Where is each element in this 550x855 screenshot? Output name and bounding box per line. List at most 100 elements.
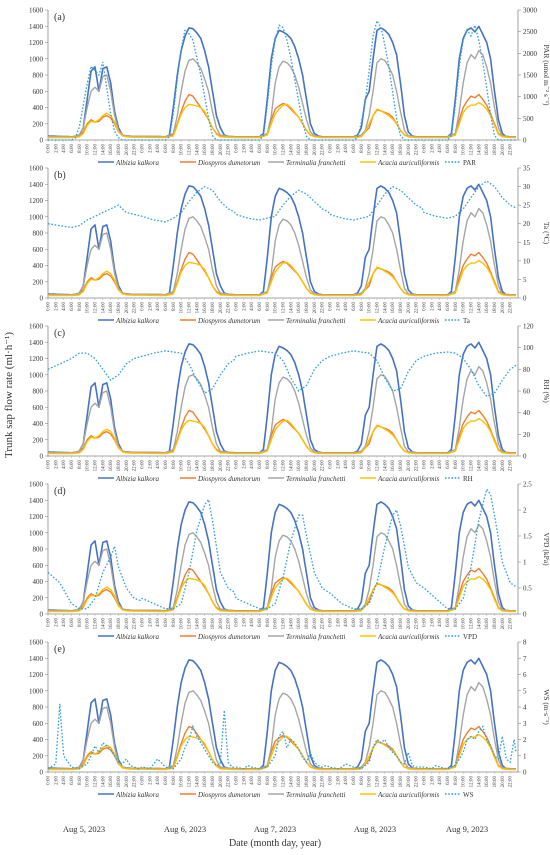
left-tick-label: 200 <box>33 436 44 444</box>
x-tick-label: 6:00 <box>164 776 169 785</box>
left-tick-label: 600 <box>33 562 44 570</box>
x-tick-label: 8:00 <box>78 302 83 311</box>
x-tick-label: 12:00 <box>282 776 287 788</box>
x-tick-label: 0:00 <box>329 776 334 785</box>
x-tick-label: 14:00 <box>383 144 388 156</box>
x-tick-label: 2:00 <box>54 618 59 627</box>
x-tick-label: 12:00 <box>188 776 193 788</box>
x-tick-label: 10:00 <box>180 460 185 472</box>
x-tick-label: 0:00 <box>141 618 146 627</box>
x-tick-label: 20:00 <box>125 460 130 472</box>
x-tick-label: 14:00 <box>289 776 294 788</box>
x-tick-label: 10:00 <box>274 144 279 156</box>
right-tick-label: 2000 <box>523 50 538 58</box>
x-tick-label: 20:00 <box>501 460 506 472</box>
x-tick-label: 18:00 <box>305 618 310 630</box>
right-tick-label: 2500 <box>523 28 538 36</box>
x-tick-label: 4:00 <box>156 776 161 785</box>
right-tick-label: 60 <box>523 388 531 396</box>
x-tick-label: 18:00 <box>211 460 216 472</box>
left-tick-label: 800 <box>33 388 44 396</box>
x-axis-title: Date (month day, year) <box>229 838 321 849</box>
x-tick-label: 20:00 <box>125 618 130 630</box>
x-tick-label: 12:00 <box>376 144 381 156</box>
series-line-acacia <box>48 417 516 455</box>
x-tick-label: 18:00 <box>399 618 404 630</box>
panels-group: (a)0200400600800100012001400160005001000… <box>29 7 550 800</box>
x-tick-label: 8:00 <box>266 460 271 469</box>
x-tick-label: 14:00 <box>195 460 200 472</box>
x-tick-label: 16:00 <box>297 302 302 314</box>
right-tick-label: 1.5 <box>523 533 532 541</box>
left-tick-label: 0 <box>40 611 44 619</box>
x-tick-label: 0:00 <box>423 144 428 153</box>
date-labels: Aug 5, 2023 Aug 6, 2023 Aug 7, 2023 Aug … <box>63 824 488 834</box>
x-tick-label: 6:00 <box>164 302 169 311</box>
x-tick-label: 12:00 <box>94 144 99 156</box>
x-tick-label: 2:00 <box>430 776 435 785</box>
legend-entry: PAR <box>463 159 476 167</box>
x-tick-label: 12:00 <box>94 776 99 788</box>
x-tick-label: 2:00 <box>336 460 341 469</box>
x-tick-label: 12:00 <box>470 618 475 630</box>
panel-c: (c) 0 200 400 600 800 1000 1200 1400 1600 0 20 40 60 8… <box>29 323 550 484</box>
x-tick-label: 2:00 <box>148 302 153 311</box>
series-line-terminalia <box>47 49 516 138</box>
x-tick-label: 12:00 <box>282 618 287 630</box>
legend-entry: Acacia auriculiformis <box>377 317 440 325</box>
left-tick-label: 1200 <box>29 671 44 679</box>
x-tick-label: 8:00 <box>266 776 271 785</box>
x-tick-label: 4:00 <box>156 302 161 311</box>
x-tick-label: 10:00 <box>180 302 185 314</box>
legend-entry: VPD <box>463 633 477 641</box>
x-tick-label: 8:00 <box>266 618 271 627</box>
left-tick-label: 1400 <box>29 339 44 347</box>
left-tick-label: 600 <box>33 720 44 728</box>
x-tick-label: 6:00 <box>70 302 75 311</box>
panel-label: (b) <box>54 170 66 181</box>
x-tick-label: 0:00 <box>141 144 146 153</box>
x-tick-label: 12:00 <box>376 618 381 630</box>
series-line-albizia <box>47 341 516 454</box>
x-tick-label: 6:00 <box>352 144 357 153</box>
x-tick-label: 18:00 <box>305 302 310 314</box>
x-tick-label: 10:00 <box>368 460 373 472</box>
x-tick-label: 12:00 <box>188 618 193 630</box>
x-tick-label: 0:00 <box>423 302 428 311</box>
date-label-aug8: Aug 8, 2023 <box>354 824 396 834</box>
right-tick-label: 0 <box>523 295 527 303</box>
left-tick-label: 1000 <box>29 687 44 695</box>
x-tick-label: 2:00 <box>430 460 435 469</box>
x-tick-label: 4:00 <box>344 618 349 627</box>
x-tick-label: 16:00 <box>297 776 302 788</box>
x-tick-label: 4:00 <box>438 144 443 153</box>
x-tick-label: 20:00 <box>407 618 412 630</box>
x-tick-label: 22:00 <box>227 776 232 788</box>
left-tick-label: 1600 <box>29 165 44 173</box>
x-tick-label: 0:00 <box>423 460 428 469</box>
x-tick-label: 10:00 <box>274 302 279 314</box>
x-tick-label: 0:00 <box>329 618 334 627</box>
x-tick-label: 12:00 <box>282 144 287 156</box>
legend-entry: Terminalia franchetti <box>286 317 345 325</box>
left-tick-label: 1400 <box>29 181 44 189</box>
left-tick-label: 1000 <box>29 213 44 221</box>
x-tick-label: 6:00 <box>258 144 263 153</box>
x-tick-label: 22:00 <box>415 776 420 788</box>
x-tick-label: 18:00 <box>399 144 404 156</box>
x-tick-label: 16:00 <box>203 302 208 314</box>
x-tick-label: 0:00 <box>235 618 240 627</box>
right-tick-label: 10 <box>523 257 531 265</box>
x-tick-label: 2:00 <box>148 144 153 153</box>
x-tick-label: 14:00 <box>477 302 482 314</box>
x-tick-label: 20:00 <box>501 776 506 788</box>
x-tick-label: 18:00 <box>211 302 216 314</box>
x-tick-label: 16:00 <box>109 460 114 472</box>
x-tick-label: 16:00 <box>109 776 114 788</box>
x-tick-label: 10:00 <box>86 302 91 314</box>
x-tick-label: 18:00 <box>493 618 498 630</box>
x-tick-label: 8:00 <box>454 776 459 785</box>
left-tick-label: 800 <box>33 72 44 80</box>
x-tick-label: 2:00 <box>148 618 153 627</box>
x-tick-label: 18:00 <box>211 776 216 788</box>
